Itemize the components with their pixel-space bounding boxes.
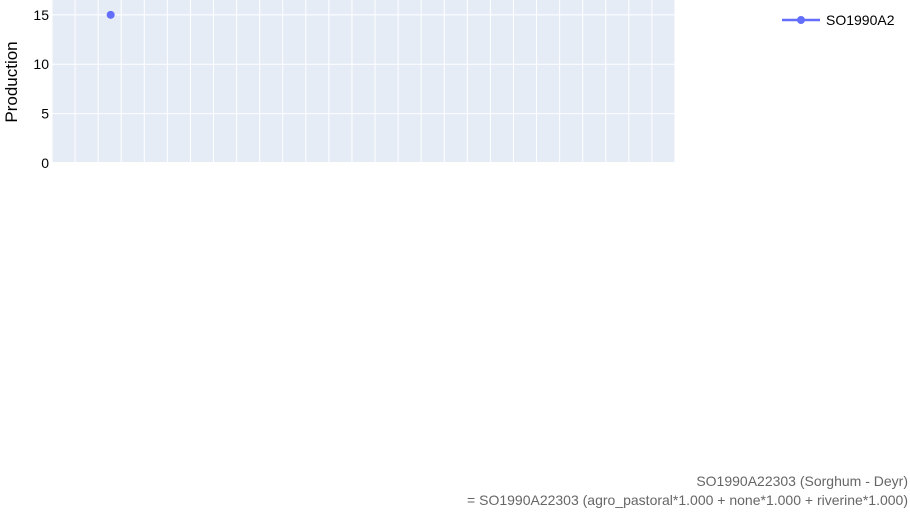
series-layer	[106, 10, 115, 19]
y-axis-title: Production	[2, 41, 21, 122]
annotation-line-1: SO1990A22303 (Sorghum - Deyr)	[696, 473, 908, 489]
x-gridlines	[51, 0, 676, 163]
legend-label-so1990a2: SO1990A2	[826, 12, 895, 28]
y-tick-label: 10	[33, 56, 49, 72]
legend[interactable]: SO1990A2	[782, 12, 895, 28]
y-tick-label: 5	[41, 106, 49, 122]
y-tick-labels: 0 5 10 15	[33, 7, 49, 171]
data-point[interactable]	[106, 10, 115, 19]
y-tick-label: 15	[33, 7, 49, 23]
annotation: SO1990A22303 (Sorghum - Deyr) = SO1990A2…	[467, 472, 908, 510]
plot-background	[52, 0, 675, 163]
annotation-line-2: = SO1990A22303 (agro_pastoral*1.000 + no…	[467, 492, 908, 508]
y-tick-label: 0	[41, 155, 49, 171]
y-gridlines	[52, 14, 675, 164]
legend-swatch-marker	[797, 16, 805, 24]
